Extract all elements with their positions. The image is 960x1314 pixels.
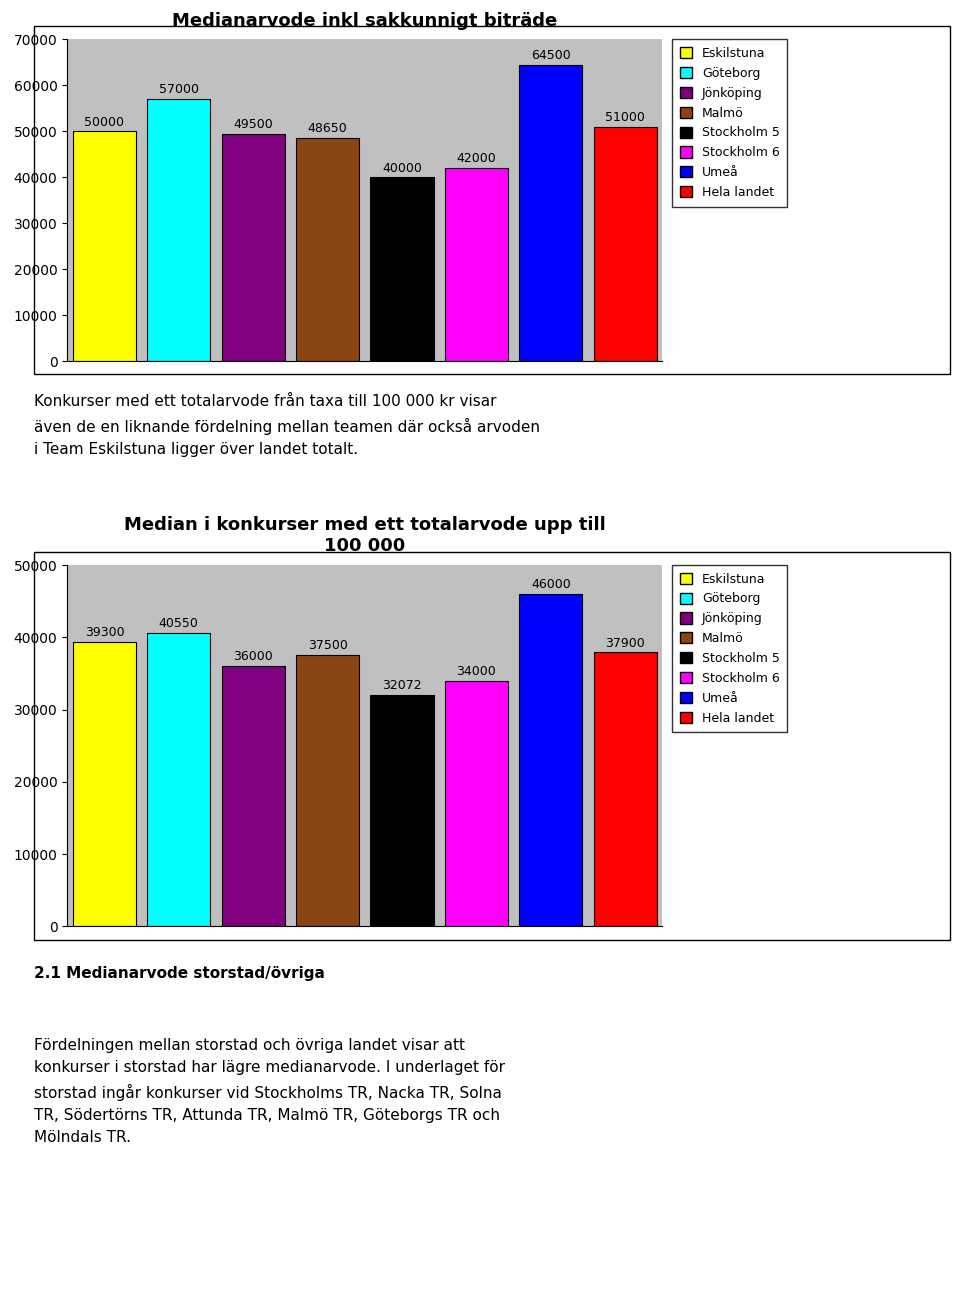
Text: 50000: 50000 bbox=[84, 116, 125, 129]
Bar bbox=[519, 64, 583, 361]
Text: 40550: 40550 bbox=[158, 618, 199, 631]
Title: Medianarvode inkl sakkunnigt biträde: Medianarvode inkl sakkunnigt biträde bbox=[172, 12, 558, 29]
Bar bbox=[222, 666, 285, 926]
Text: 57000: 57000 bbox=[158, 84, 199, 96]
Text: Konkurser med ett totalarvode från taxa till 100 000 kr visar
även de en liknand: Konkurser med ett totalarvode från taxa … bbox=[34, 394, 540, 457]
Text: 48650: 48650 bbox=[308, 122, 348, 135]
Text: 34000: 34000 bbox=[457, 665, 496, 678]
Bar bbox=[371, 695, 434, 926]
Bar bbox=[593, 653, 657, 926]
Bar bbox=[222, 134, 285, 361]
Bar bbox=[147, 100, 210, 361]
Bar bbox=[147, 633, 210, 926]
Bar bbox=[519, 594, 583, 926]
Bar bbox=[73, 131, 136, 361]
Text: 37500: 37500 bbox=[307, 640, 348, 653]
Legend: Eskilstuna, Göteborg, Jönköping, Malmö, Stockholm 5, Stockholm 6, Umeå, Hela lan: Eskilstuna, Göteborg, Jönköping, Malmö, … bbox=[672, 39, 787, 206]
Text: Fördelningen mellan storstad och övriga landet visar att
konkurser i storstad ha: Fördelningen mellan storstad och övriga … bbox=[34, 1038, 505, 1144]
Legend: Eskilstuna, Göteborg, Jönköping, Malmö, Stockholm 5, Stockholm 6, Umeå, Hela lan: Eskilstuna, Göteborg, Jönköping, Malmö, … bbox=[672, 565, 787, 732]
Text: 39300: 39300 bbox=[84, 627, 124, 640]
Bar bbox=[444, 681, 508, 926]
Bar bbox=[371, 177, 434, 361]
Text: 40000: 40000 bbox=[382, 162, 422, 175]
Text: 42000: 42000 bbox=[457, 152, 496, 166]
Text: 49500: 49500 bbox=[233, 118, 273, 131]
Text: 2.1 Medianarvode storstad/övriga: 2.1 Medianarvode storstad/övriga bbox=[34, 967, 324, 982]
Bar bbox=[296, 656, 359, 926]
Bar bbox=[296, 138, 359, 361]
Bar bbox=[593, 127, 657, 361]
Bar bbox=[73, 643, 136, 926]
Text: 46000: 46000 bbox=[531, 578, 570, 591]
Text: 64500: 64500 bbox=[531, 49, 570, 62]
Bar bbox=[444, 168, 508, 361]
Text: 37900: 37900 bbox=[606, 636, 645, 649]
Text: 51000: 51000 bbox=[605, 112, 645, 124]
Title: Median i konkurser med ett totalarvode upp till
100 000: Median i konkurser med ett totalarvode u… bbox=[124, 516, 606, 555]
Text: 36000: 36000 bbox=[233, 650, 273, 664]
Text: 32072: 32072 bbox=[382, 679, 421, 691]
